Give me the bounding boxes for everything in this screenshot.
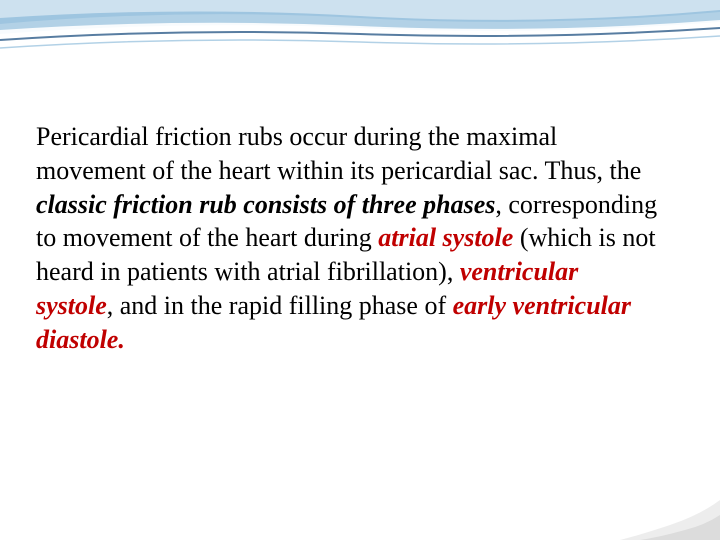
corner-decoration [600,480,720,540]
text-emphasis-classic-friction: classic friction rub consists of three p… [36,190,495,219]
text-segment-1: Pericardial friction rubs occur during t… [36,122,641,185]
text-segment-9: . [118,325,125,354]
text-emphasis-atrial-systole: atrial systole [378,223,513,252]
text-segment-7: , and in the rapid filling phase of [107,291,453,320]
wave-decoration [0,0,720,100]
slide-body-text: Pericardial friction rubs occur during t… [36,120,660,357]
